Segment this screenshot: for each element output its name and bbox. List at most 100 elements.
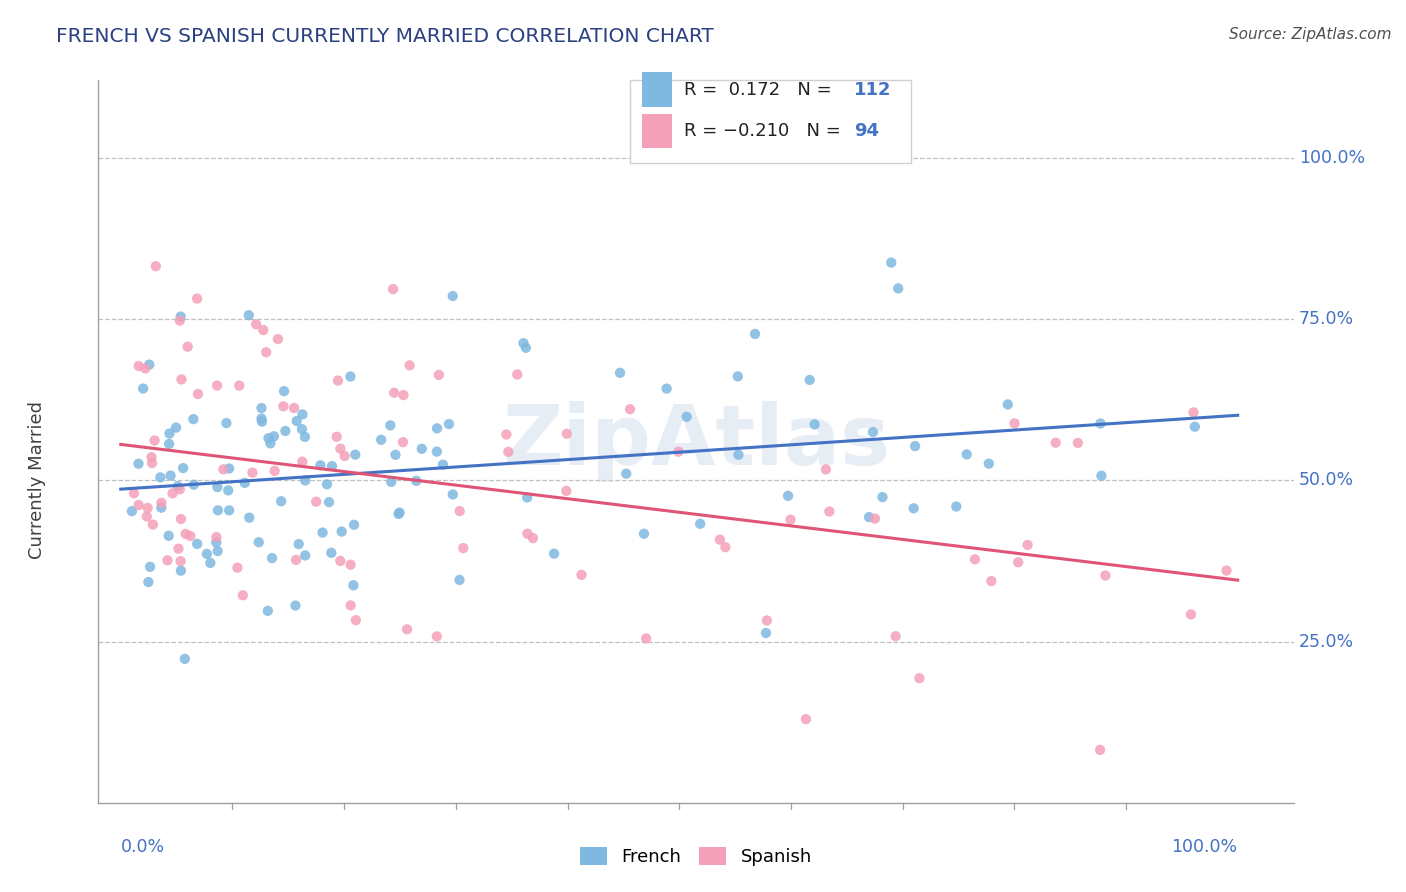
Point [122,486,145,500]
Point [755,614,778,628]
Point [287,537,309,551]
Point [256,604,278,618]
Point [1045,435,1067,450]
Point [1088,743,1111,757]
Point [384,448,406,462]
Point [311,525,333,540]
Point [814,462,837,476]
Point [207,544,229,558]
Point [259,436,281,450]
Point [157,529,180,543]
Point [543,547,565,561]
Point [779,513,801,527]
Point [872,490,894,504]
Point [145,259,167,273]
Point [339,369,361,384]
Text: 94: 94 [853,122,879,140]
Point [395,622,418,636]
Point [329,554,352,568]
Point [205,378,228,392]
Point [238,510,260,524]
Point [382,385,405,400]
Point [884,629,907,643]
Point [997,397,1019,411]
Point [252,323,274,337]
Legend: French, Spanish: French, Spanish [572,839,820,873]
Point [863,511,886,525]
Point [516,491,538,505]
Point [215,416,238,430]
Point [273,384,295,399]
Point [343,517,366,532]
Point [321,459,343,474]
Point [1007,555,1029,569]
Point [257,431,280,445]
Point [382,282,405,296]
Point [426,421,449,435]
Point [980,574,1002,588]
Point [904,439,927,453]
Bar [643,114,672,148]
Point [714,540,737,554]
Point [270,494,292,508]
Point [291,408,314,422]
Point [755,626,778,640]
Point [305,494,328,508]
Point [195,547,218,561]
Point [515,341,537,355]
Point [142,517,165,532]
Point [172,461,194,475]
Point [121,504,143,518]
Point [183,412,205,426]
Point [139,559,162,574]
Point [232,588,254,602]
Point [250,415,273,429]
Point [1090,468,1112,483]
Point [136,500,159,515]
Point [169,483,191,497]
Point [141,456,163,470]
Point [179,529,201,543]
Point [218,503,240,517]
Point [426,629,449,643]
Text: 100.0%: 100.0% [1171,838,1237,856]
Point [655,382,678,396]
Text: R =  0.172   N =: R = 0.172 N = [685,80,838,98]
Point [1182,405,1205,419]
Point [294,474,316,488]
Point [228,378,250,392]
Point [1067,436,1090,450]
Point [709,533,731,547]
FancyBboxPatch shape [630,80,911,163]
Point [614,467,637,481]
Point [555,483,578,498]
Point [187,387,209,401]
Point [150,496,173,510]
Point [441,487,464,501]
Point [247,535,270,549]
Point [128,359,150,373]
Point [945,500,967,514]
Point [339,558,361,572]
Point [799,373,821,387]
Point [411,442,433,456]
Point [174,527,197,541]
Point [862,425,884,439]
Point [744,326,766,341]
Point [344,613,367,627]
Point [238,308,260,322]
Point [555,426,578,441]
Point [339,599,361,613]
Point [134,361,156,376]
Text: ZipAtlas: ZipAtlas [502,401,890,482]
Point [794,712,817,726]
Point [274,424,297,438]
Point [776,489,799,503]
Point [636,632,658,646]
Point [132,382,155,396]
Point [498,445,520,459]
Point [250,401,273,415]
Point [405,474,427,488]
Point [284,599,307,613]
Text: 50.0%: 50.0% [1299,471,1354,489]
